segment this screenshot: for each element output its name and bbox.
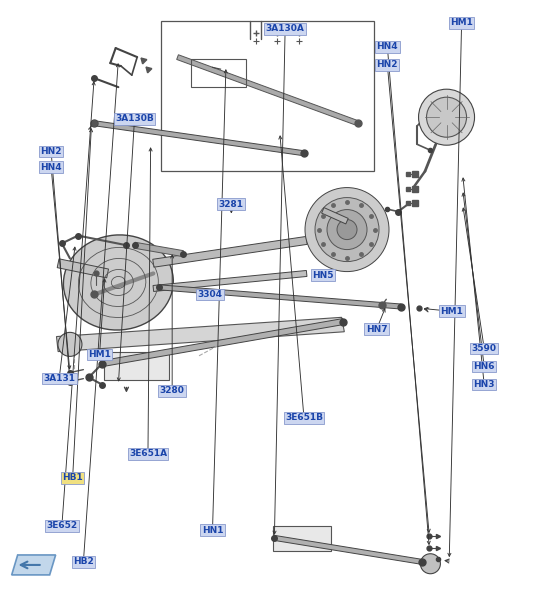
Text: HN5: HN5 (312, 271, 334, 279)
FancyBboxPatch shape (273, 526, 331, 551)
Text: 3A130B: 3A130B (115, 115, 154, 123)
Polygon shape (322, 207, 348, 224)
Text: HN1: HN1 (202, 526, 223, 534)
Text: HN3: HN3 (473, 380, 495, 389)
Circle shape (315, 198, 379, 261)
Text: HN2: HN2 (377, 61, 398, 69)
Polygon shape (102, 319, 344, 367)
Text: HN4: HN4 (40, 163, 62, 171)
Circle shape (327, 210, 367, 249)
Text: 3304: 3304 (197, 290, 222, 299)
Circle shape (433, 103, 461, 131)
Ellipse shape (63, 235, 173, 330)
Text: 3E652: 3E652 (46, 522, 77, 530)
Circle shape (305, 188, 389, 272)
Circle shape (58, 332, 82, 356)
Text: HN6: HN6 (473, 362, 495, 371)
Text: HB1: HB1 (62, 474, 83, 482)
Polygon shape (274, 535, 423, 564)
FancyBboxPatch shape (104, 352, 169, 380)
Text: 3E651B: 3E651B (285, 413, 323, 422)
Text: HM1: HM1 (450, 19, 473, 27)
Text: HM1: HM1 (88, 350, 111, 359)
Text: HN7: HN7 (366, 325, 387, 334)
Text: 3E651A: 3E651A (129, 450, 167, 458)
Text: 3A130A: 3A130A (266, 25, 305, 33)
Circle shape (427, 97, 466, 137)
Polygon shape (134, 242, 183, 257)
Text: HM1: HM1 (441, 307, 463, 316)
Polygon shape (159, 285, 401, 309)
Polygon shape (94, 121, 305, 156)
Text: 3A131: 3A131 (43, 374, 75, 383)
Polygon shape (56, 317, 344, 352)
Circle shape (420, 554, 441, 574)
Polygon shape (176, 55, 359, 126)
Circle shape (337, 219, 357, 240)
Text: 3280: 3280 (160, 386, 185, 395)
Polygon shape (153, 236, 307, 267)
Polygon shape (12, 555, 55, 575)
Text: 3590: 3590 (472, 344, 497, 353)
Polygon shape (57, 259, 109, 278)
Text: HN2: HN2 (40, 147, 62, 156)
Text: HN4: HN4 (377, 43, 398, 51)
Text: 3281: 3281 (219, 200, 244, 209)
Circle shape (440, 110, 454, 124)
Text: HB2: HB2 (73, 558, 94, 566)
Polygon shape (153, 270, 307, 291)
Circle shape (419, 89, 475, 145)
